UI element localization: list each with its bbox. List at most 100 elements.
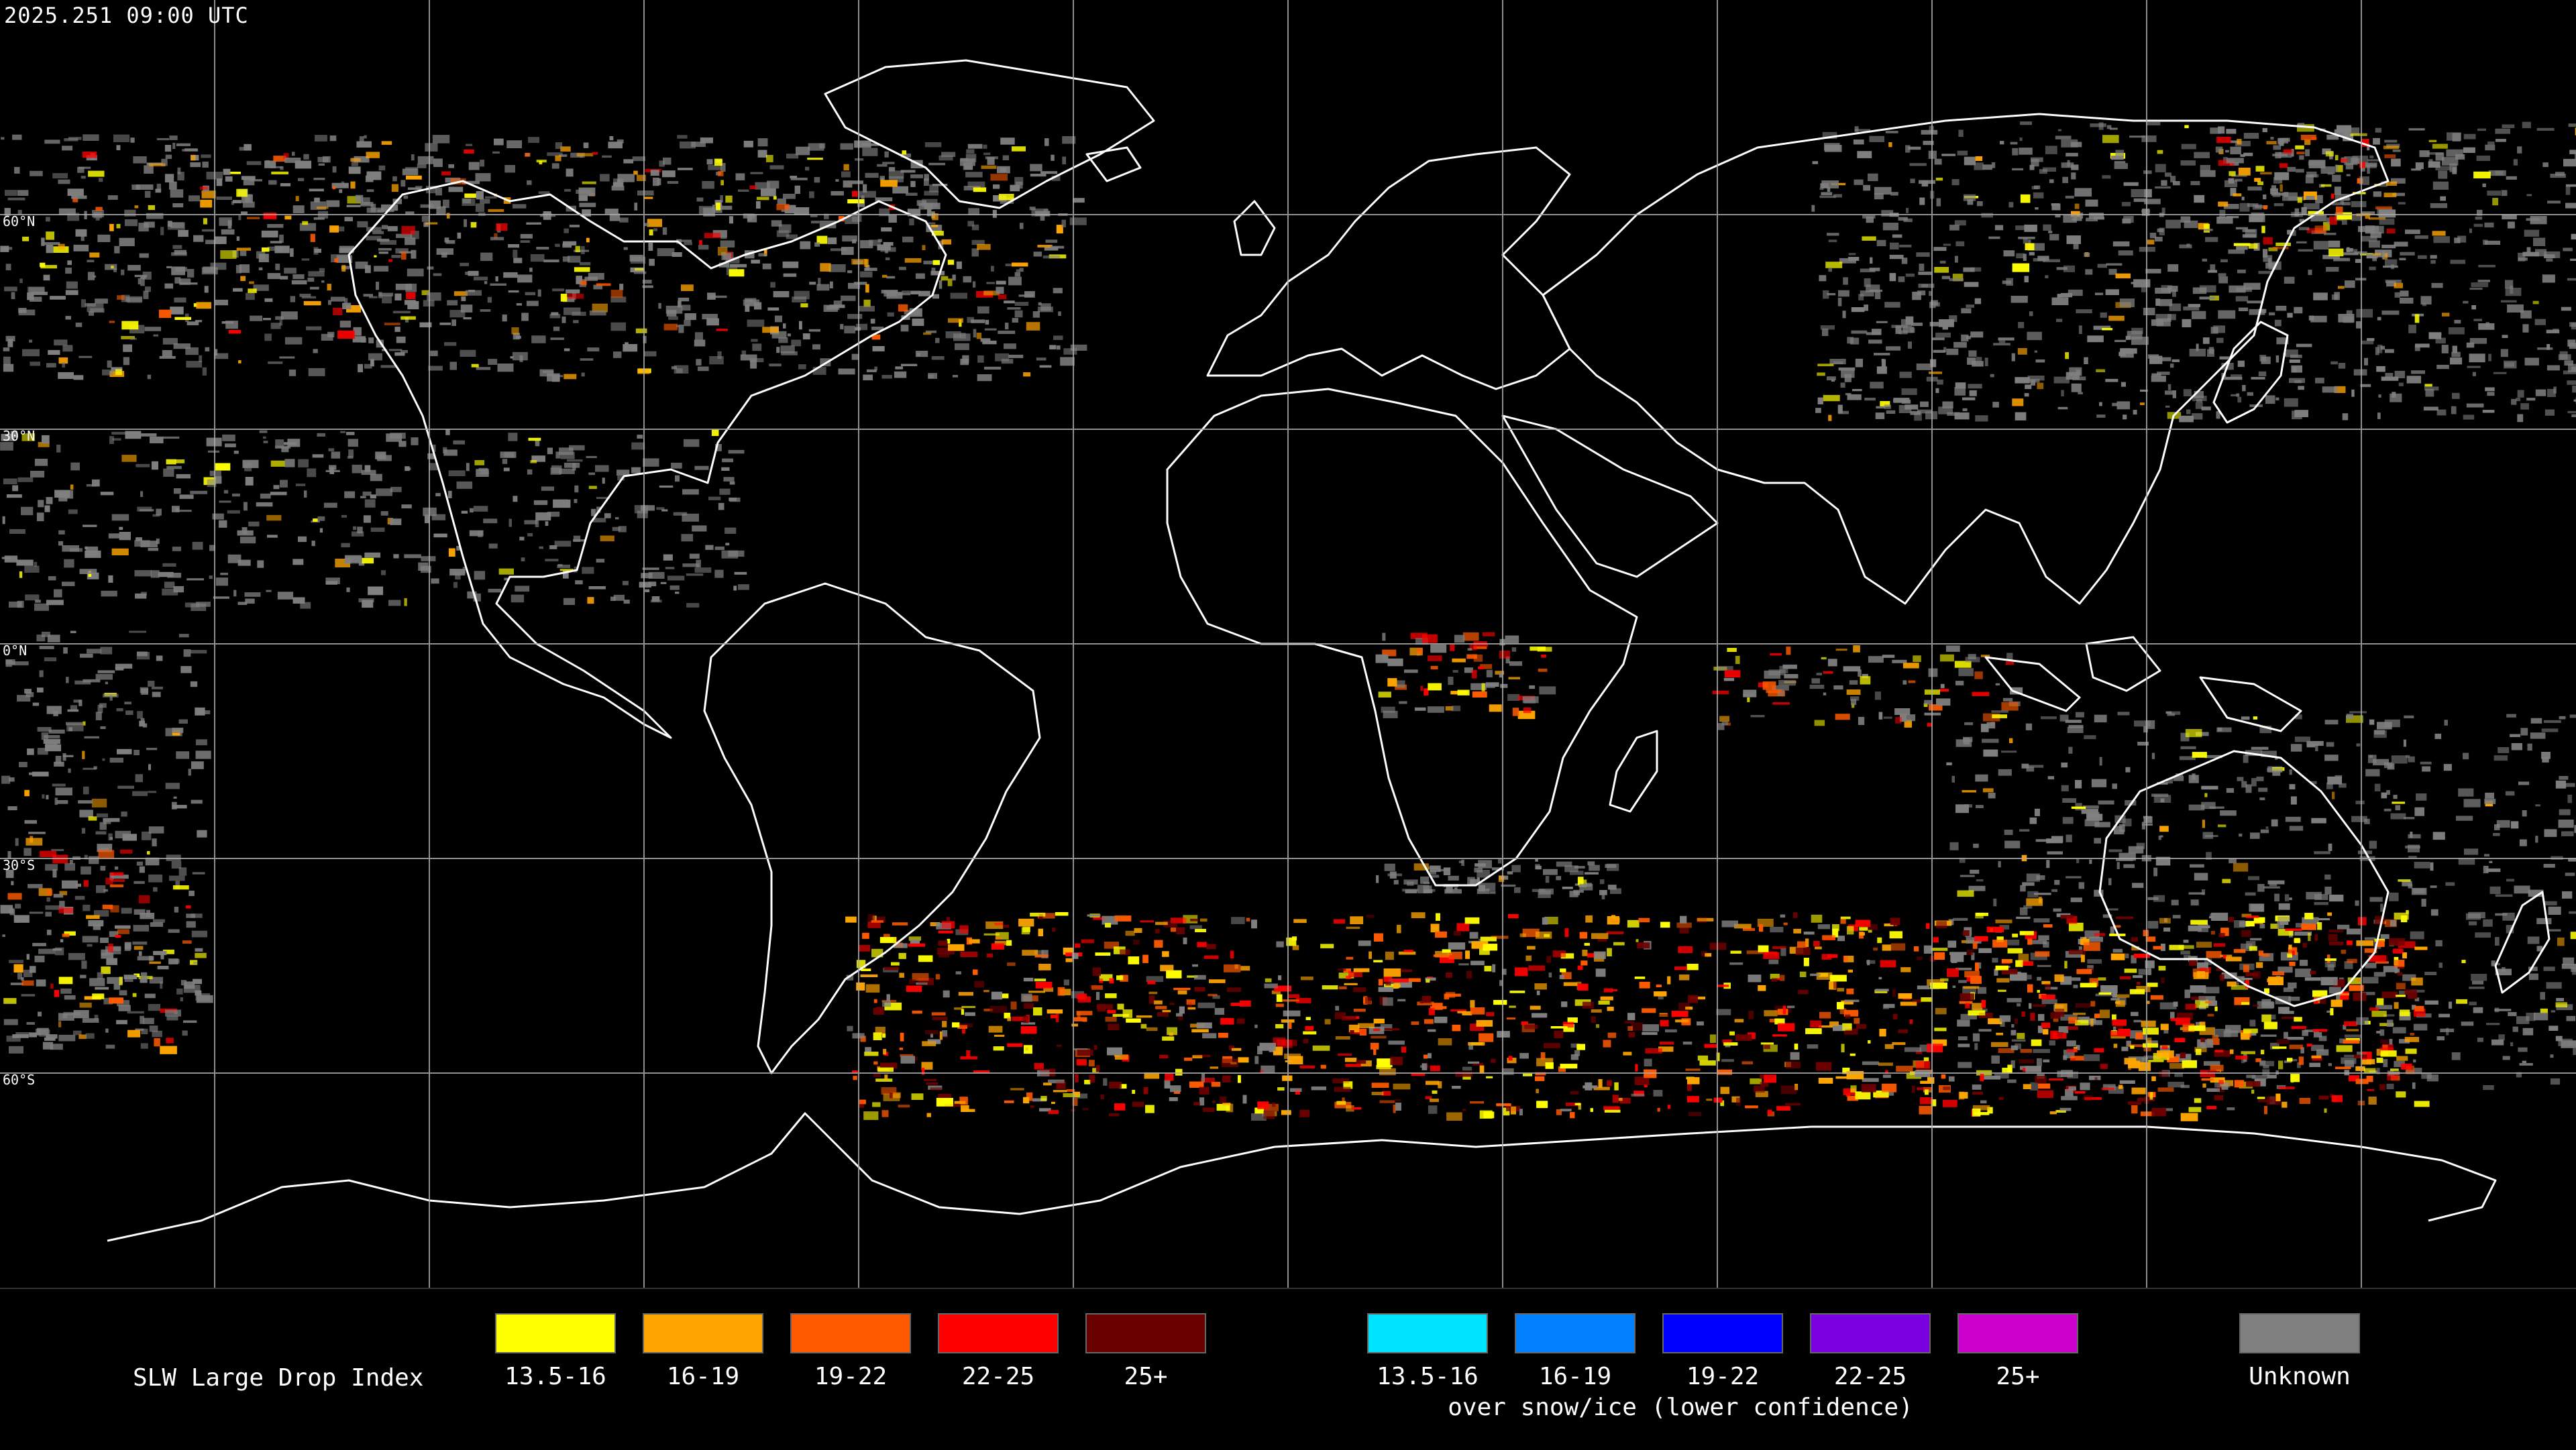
cloud-pixel: [1633, 1091, 1644, 1097]
cloud-pixel: [911, 1093, 924, 1100]
cloud-pixel: [2367, 143, 2370, 151]
cloud-pixel: [964, 166, 973, 170]
cloud-pixel: [1432, 1090, 1438, 1094]
cloud-pixel: [1970, 869, 1980, 874]
cloud-pixel: [2105, 289, 2119, 295]
cloud-pixel: [2252, 1004, 2259, 1007]
cloud-pixel: [2392, 192, 2405, 197]
cloud-pixel: [73, 700, 81, 703]
cloud-pixel: [295, 196, 299, 201]
cloud-pixel: [2065, 834, 2072, 842]
cloud-pixel: [1717, 723, 1725, 730]
cloud-pixel: [2180, 746, 2196, 750]
cloud-pixel: [2290, 1074, 2300, 1082]
cloud-pixel: [619, 284, 624, 290]
cloud-pixel: [275, 316, 284, 320]
cloud-pixel: [164, 145, 172, 152]
cloud-pixel: [81, 828, 86, 834]
cloud-pixel: [2546, 344, 2551, 350]
cloud-pixel: [1821, 328, 1829, 336]
cloud-pixel: [853, 1076, 857, 1080]
cloud-pixel: [2575, 127, 2576, 135]
cloud-pixel: [2110, 953, 2125, 960]
cloud-pixel: [2273, 176, 2280, 184]
cloud-pixel: [73, 244, 89, 252]
cloud-pixel: [555, 451, 561, 459]
cloud-pixel: [580, 358, 594, 361]
cloud-pixel: [2239, 203, 2250, 212]
cloud-pixel: [2558, 820, 2574, 828]
cloud-pixel: [36, 1029, 41, 1036]
cloud-pixel: [1892, 234, 1902, 238]
cloud-pixel: [2430, 333, 2442, 336]
cloud-pixel: [219, 500, 231, 503]
cloud-pixel: [2328, 942, 2344, 946]
cloud-pixel: [2149, 233, 2157, 239]
cloud-pixel: [610, 290, 623, 298]
cloud-pixel: [2563, 957, 2575, 965]
cloud-pixel: [91, 798, 107, 807]
cloud-pixel: [719, 488, 731, 495]
cloud-pixel: [1860, 676, 1871, 685]
cloud-pixel: [2020, 885, 2026, 892]
cloud-pixel: [1334, 1101, 1352, 1109]
cloud-pixel: [2056, 319, 2063, 323]
cloud-pixel: [1499, 673, 1503, 678]
cloud-pixel: [694, 465, 709, 470]
cloud-pixel: [900, 153, 911, 158]
cloud-pixel: [1523, 1073, 1533, 1076]
cloud-pixel: [2028, 239, 2031, 245]
cloud-pixel: [1833, 685, 1843, 690]
cloud-pixel: [2171, 359, 2180, 362]
cloud-pixel: [2575, 152, 2576, 160]
cloud-pixel: [769, 364, 782, 367]
cloud-pixel: [2121, 1046, 2129, 1052]
cloud-pixel: [2553, 329, 2559, 333]
cloud-pixel: [781, 351, 798, 355]
cloud-pixel: [2288, 982, 2297, 989]
cloud-pixel: [2563, 158, 2576, 167]
cloud-pixel: [54, 589, 62, 598]
cloud-pixel: [280, 166, 284, 170]
cloud-pixel: [786, 234, 798, 239]
cloud-pixel: [2157, 782, 2168, 785]
cloud-pixel: [54, 761, 64, 767]
cloud-pixel: [19, 571, 23, 578]
cloud-pixel: [1837, 988, 1845, 992]
cloud-pixel: [2170, 176, 2176, 182]
cloud-pixel: [560, 146, 571, 152]
cloud-pixel: [1945, 645, 1960, 652]
cloud-pixel: [2204, 1061, 2220, 1066]
cloud-pixel: [2359, 253, 2373, 256]
cloud-pixel: [2118, 852, 2136, 861]
cloud-pixel: [615, 517, 619, 520]
cloud-pixel: [653, 228, 658, 231]
world-map[interactable]: 2025.251 09:00 UTC 60°N 30°N 0°N 30°S 60…: [0, 0, 2576, 1288]
cloud-pixel: [2165, 390, 2174, 395]
cloud-pixel: [1037, 245, 1053, 247]
cloud-pixel: [1072, 1098, 1078, 1106]
cloud-pixel: [400, 316, 416, 320]
cloud-pixel: [2475, 217, 2483, 220]
cloud-pixel: [679, 239, 692, 242]
cloud-pixel: [1560, 1109, 1572, 1112]
cloud-pixel: [195, 750, 211, 759]
cloud-pixel: [1105, 993, 1117, 999]
cloud-pixel: [227, 220, 232, 229]
cloud-pixel: [699, 239, 702, 245]
cloud-pixel: [1998, 860, 2001, 868]
cloud-pixel: [1454, 634, 1465, 643]
cloud-pixel: [2125, 800, 2137, 805]
cloud-pixel: [366, 235, 382, 241]
cloud-pixel: [2522, 810, 2527, 817]
cloud-pixel: [2273, 203, 2284, 207]
cloud-pixel: [2267, 768, 2283, 772]
cloud-pixel: [127, 1011, 144, 1014]
cloud-pixel: [1919, 264, 1925, 271]
cloud-pixel: [1954, 387, 1966, 396]
cloud-pixel: [2125, 953, 2129, 958]
cloud-pixel: [2508, 1012, 2517, 1017]
cloud-pixel: [30, 361, 41, 366]
cloud-pixel: [2199, 296, 2215, 300]
cloud-pixel: [2298, 386, 2304, 390]
